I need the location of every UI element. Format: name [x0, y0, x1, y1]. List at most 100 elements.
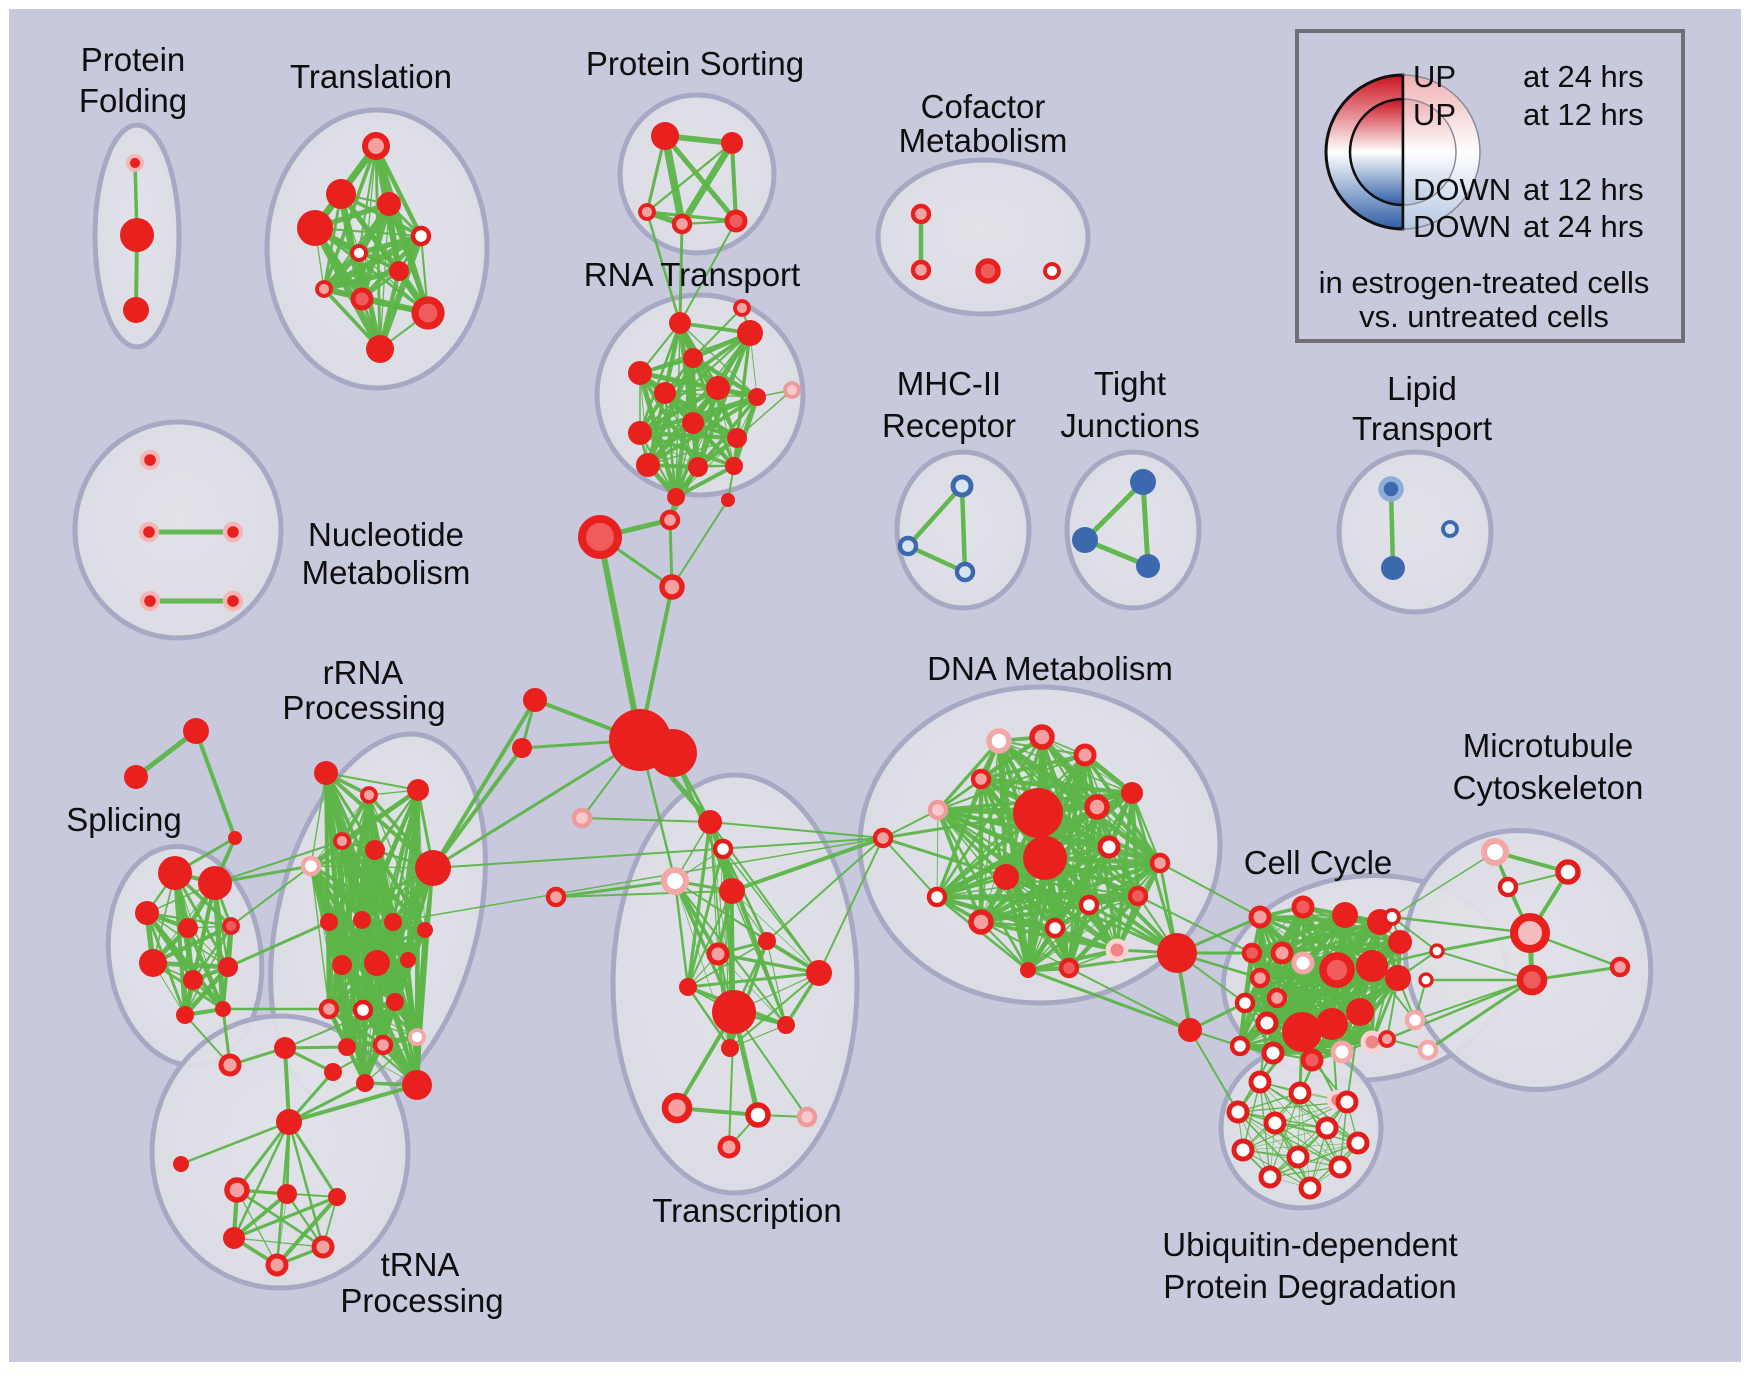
edge-trna — [274, 1194, 340, 1268]
network-node-dna — [1084, 794, 1110, 820]
network-node-cc — [1282, 1012, 1322, 1052]
edge-link-dna-rrna — [432, 837, 884, 869]
network-node-cc — [1332, 902, 1358, 928]
network-node-trna — [173, 1156, 189, 1172]
network-node-ubi — [1248, 1070, 1272, 1094]
network-node-splicing — [222, 917, 240, 935]
edge-link-bridge-txn — [555, 890, 733, 898]
network-node-trna — [223, 1227, 245, 1249]
network-node-dna — [968, 909, 994, 935]
network-node-ubi — [1346, 1131, 1370, 1155]
edge-link-dna-txn — [709, 821, 884, 839]
network-node-dna — [926, 886, 948, 908]
edge-dna — [934, 894, 1120, 953]
network-node-cc — [1300, 1048, 1324, 1072]
edge-dna — [936, 862, 1161, 898]
network-node-rrna — [332, 955, 352, 975]
network-node-trna — [276, 1109, 302, 1135]
edge-rrna — [364, 1036, 418, 1084]
network-node-rrna — [417, 922, 433, 938]
network-node-dna — [1020, 962, 1036, 978]
edge-dna — [882, 809, 939, 839]
edge-splicing — [182, 964, 231, 1018]
edge-link-splicing-rrna — [226, 920, 331, 969]
edge-rrna — [341, 964, 348, 1048]
edge-dna — [978, 860, 1163, 925]
edge-bridge — [194, 729, 237, 840]
legend-ring-inner-right — [1402, 98, 1457, 206]
legend-up-24-dir: UP — [1413, 59, 1456, 94]
edge-txn — [716, 952, 821, 975]
edge-rrna — [373, 848, 410, 962]
edge-link-dna-cc — [1137, 895, 1253, 954]
edge-rna — [647, 437, 738, 466]
edge-link-bridge-rrna — [431, 738, 642, 870]
network-node-mt — [1417, 1039, 1439, 1061]
network-node-cofactor — [975, 258, 1001, 284]
edge-dna — [936, 739, 1001, 812]
network-node-protein-folding — [120, 218, 154, 252]
network-node-ubi — [1226, 1100, 1250, 1124]
network-node-cc — [1255, 1011, 1279, 1035]
edge-rrna — [327, 866, 435, 924]
edge-link-sorting-rna — [678, 222, 684, 325]
network-node-dna — [1149, 852, 1171, 874]
edge-ubi — [1259, 1081, 1341, 1168]
network-node-txn — [661, 1092, 693, 1124]
cluster-ellipse-lipid — [1336, 449, 1494, 615]
network-node-rna — [654, 382, 676, 404]
edge-link-bridge-dna — [1068, 967, 1191, 1031]
edge-rna — [736, 389, 793, 439]
network-node-bridge — [124, 765, 148, 789]
edge-ubi — [1237, 1111, 1311, 1189]
cluster-label-sorting: Protein Sorting — [586, 45, 804, 82]
legend-down-24-time: at 24 hrs — [1523, 209, 1644, 244]
edge-ubi — [1259, 1081, 1271, 1178]
network-node-rrna — [400, 952, 416, 968]
edge-dna — [1027, 806, 1098, 971]
network-node-rna — [636, 453, 660, 477]
network-node-bridge — [545, 886, 567, 908]
network-node-trna — [324, 1063, 342, 1081]
network-node-cc — [1248, 905, 1272, 929]
edge-mt — [1436, 950, 1533, 981]
network-node-bridge — [649, 729, 697, 777]
network-node-mt — [1383, 908, 1401, 926]
network-node-rna — [748, 388, 766, 406]
network-node-mt — [1609, 956, 1631, 978]
network-node-ubi — [1263, 1111, 1287, 1135]
edge-sorting — [678, 139, 736, 228]
network-node-splicing — [135, 901, 159, 925]
edge-txn — [686, 985, 732, 1050]
network-node-mhc — [897, 535, 919, 557]
edge-cc — [1274, 975, 1401, 1001]
edge-link-dna-txn — [766, 837, 884, 942]
network-node-bridge — [659, 509, 681, 531]
edge-rrna — [327, 920, 367, 1085]
cluster-label-trna: tRNA — [381, 1246, 460, 1283]
edge-dna — [881, 811, 1040, 840]
edge-link-rrna-trna — [287, 1083, 419, 1124]
network-node-txn — [777, 1016, 795, 1034]
network-node-trna — [218, 1053, 242, 1077]
cluster-label-tight-junctions: Tight — [1094, 365, 1166, 402]
network-node-translation — [297, 210, 333, 246]
legend-up-12-time: at 12 hrs — [1523, 97, 1644, 132]
network-node-mt — [1516, 964, 1548, 996]
edge-dna — [1066, 893, 1141, 971]
cluster-label-translation: Translation — [290, 58, 452, 95]
network-node-bridge — [571, 807, 593, 829]
network-node-bridge — [183, 718, 209, 744]
network-node-sorting — [638, 203, 656, 221]
edge-ubi — [1274, 1122, 1359, 1144]
edge-link-bridge-dna — [1004, 875, 1179, 955]
network-node-trna — [224, 1177, 250, 1203]
edge-txn — [686, 889, 734, 989]
edge-mhc — [905, 483, 965, 549]
network-node-cc — [1241, 942, 1263, 964]
network-node-lipid — [1381, 556, 1405, 580]
edge-link-bridge-rrna — [431, 698, 537, 870]
cluster-label-lipid: Lipid — [1387, 370, 1457, 407]
network-node-rrna — [314, 761, 338, 785]
